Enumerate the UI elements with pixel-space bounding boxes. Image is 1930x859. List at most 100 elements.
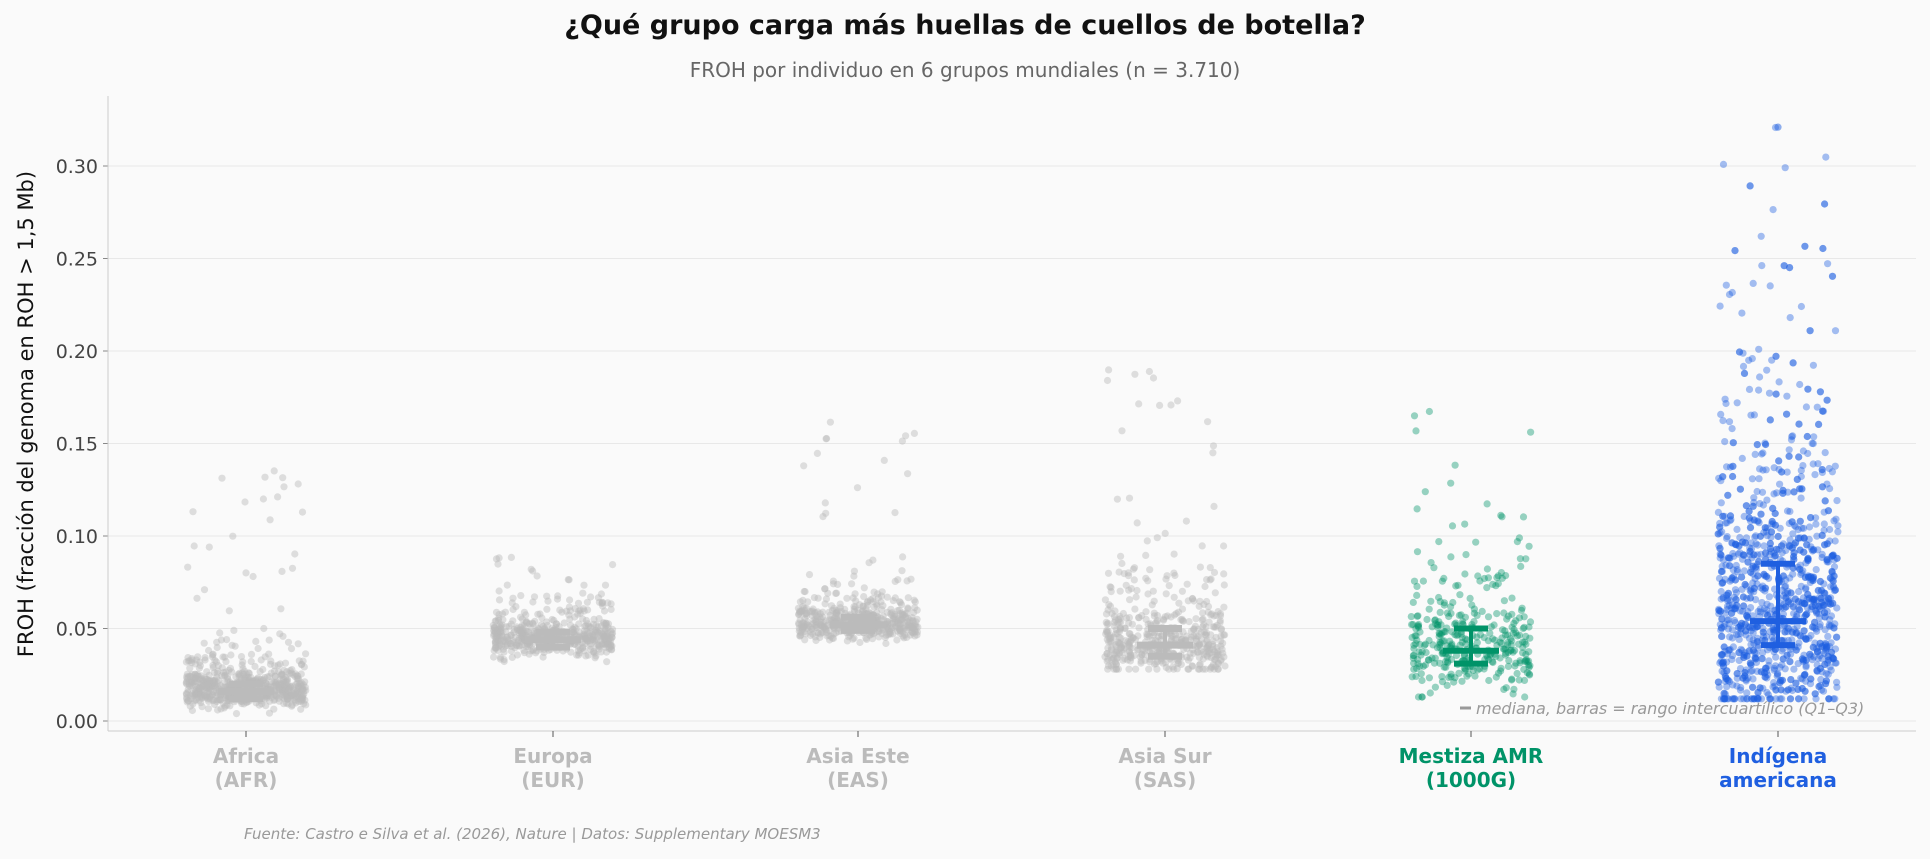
data-point [187, 683, 195, 691]
data-point [805, 571, 814, 579]
data-point [1798, 485, 1806, 493]
data-point [197, 690, 205, 698]
data-point [864, 597, 872, 605]
data-point [1728, 425, 1736, 433]
data-point [1440, 601, 1448, 609]
data-point [275, 686, 283, 694]
data-point [184, 685, 192, 694]
data-point [1830, 572, 1838, 580]
data-point [494, 626, 502, 635]
data-point [587, 593, 595, 601]
data-point [1193, 648, 1201, 656]
data-point [1823, 556, 1831, 564]
data-point [1800, 599, 1808, 608]
data-point [1215, 650, 1223, 659]
data-point [1161, 613, 1169, 621]
data-point [196, 684, 205, 692]
data-point [1747, 661, 1755, 669]
data-point [818, 628, 826, 636]
data-point [191, 690, 200, 698]
data-point [1763, 688, 1771, 697]
data-point [189, 678, 197, 686]
data-point [1210, 502, 1218, 510]
data-point [1119, 641, 1127, 649]
data-point [1803, 432, 1811, 441]
data-point [909, 617, 917, 625]
data-point [1736, 607, 1744, 615]
data-point [1745, 385, 1754, 393]
data-point [1435, 593, 1443, 602]
data-point [889, 630, 897, 638]
data-point [1747, 604, 1755, 612]
data-point [534, 610, 542, 618]
data-point [1823, 540, 1831, 548]
data-point [1184, 656, 1192, 664]
data-point [1753, 667, 1761, 676]
data-point [800, 462, 808, 470]
data-point [796, 616, 804, 624]
data-point [1717, 567, 1726, 576]
data-point [1809, 576, 1817, 585]
data-point [270, 678, 278, 686]
data-point [1520, 623, 1528, 632]
data-point [295, 682, 303, 690]
data-point [1108, 609, 1116, 618]
data-point [491, 639, 499, 647]
data-point [1741, 669, 1749, 677]
data-point [300, 663, 308, 671]
data-point [575, 620, 583, 628]
data-point [522, 642, 530, 651]
data-point [901, 610, 909, 619]
data-point [1207, 654, 1215, 662]
data-point [1419, 577, 1427, 585]
data-point [804, 598, 812, 606]
data-point [501, 608, 509, 616]
data-point [1811, 690, 1819, 698]
data-point [1778, 468, 1786, 476]
data-point [298, 687, 306, 695]
data-point [1735, 623, 1743, 632]
data-point [1175, 631, 1183, 639]
data-point [594, 628, 602, 636]
data-point [799, 622, 807, 630]
data-point [1507, 641, 1515, 649]
data-point [203, 683, 211, 692]
data-point [512, 642, 521, 650]
data-point [1152, 660, 1160, 668]
data-point [189, 690, 197, 698]
data-point [554, 592, 562, 600]
data-point [202, 684, 210, 692]
data-point [1739, 593, 1747, 601]
data-point [596, 631, 605, 640]
data-point [817, 621, 825, 629]
data-point [1107, 644, 1115, 652]
data-point [1106, 583, 1114, 591]
data-point [581, 622, 589, 630]
data-point [1793, 475, 1801, 483]
data-point [1719, 662, 1728, 670]
data-point [1722, 281, 1730, 289]
data-point [186, 691, 194, 699]
data-point [293, 692, 301, 701]
data-point [1789, 603, 1797, 611]
data-point [1502, 651, 1510, 659]
data-point [498, 621, 506, 629]
data-point [196, 688, 204, 696]
data-point [1796, 485, 1804, 493]
data-point [1748, 475, 1756, 483]
data-point [280, 681, 289, 689]
data-point [803, 620, 811, 628]
data-point [1781, 628, 1789, 636]
data-point [1789, 432, 1797, 440]
data-point [1716, 607, 1725, 615]
data-point [191, 660, 199, 668]
data-point [281, 685, 289, 694]
data-point [498, 642, 506, 650]
data-point [1507, 646, 1515, 654]
data-point [522, 617, 531, 626]
data-point [862, 605, 870, 613]
data-point [1182, 517, 1190, 525]
data-point [1501, 627, 1509, 635]
data-point [1762, 572, 1770, 581]
data-point [1769, 504, 1777, 512]
